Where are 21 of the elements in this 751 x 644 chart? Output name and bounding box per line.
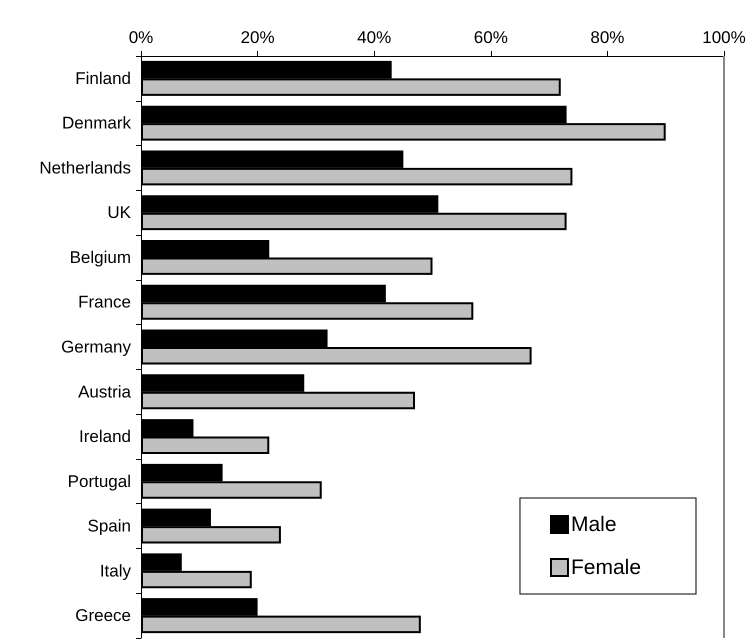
y-tick-label: Finland [75,68,131,88]
legend-label: Male [570,513,617,536]
x-tick-label: 100% [702,28,746,47]
y-tick-label: UK [107,203,132,222]
x-tick-label: 20% [240,28,275,47]
y-tick-label: Ireland [79,427,131,446]
y-tick-label: Italy [100,561,132,580]
legend-label: Female [570,556,642,579]
y-tick-label: Netherlands [39,158,131,178]
x-tick-label: 0% [128,28,154,47]
y-tick-label: France [78,292,131,312]
y-tick-label: Austria [78,382,132,402]
y-tick-label: Belgium [70,248,131,267]
y-tick-label: Portugal [68,472,131,491]
x-tick-label: 40% [357,28,392,47]
x-tick-label: 60% [474,28,508,47]
y-tick-label: Greece [75,606,131,626]
y-tick-label: Spain [88,516,131,536]
y-tick-label: Germany [61,338,132,356]
x-tick-label: 80% [590,28,624,47]
y-tick-label: Denmark [62,114,132,133]
